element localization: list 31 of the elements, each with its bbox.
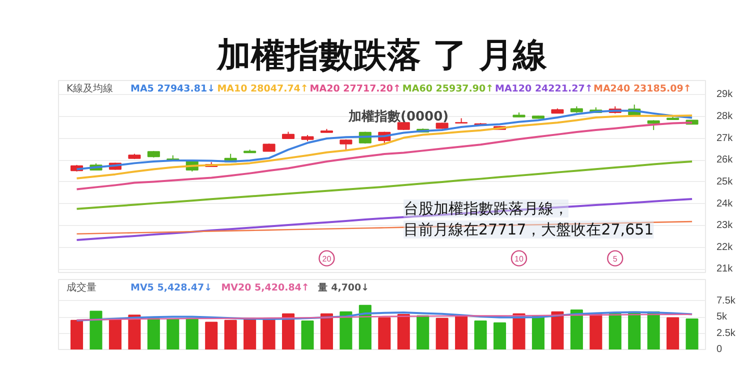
annotation: 台股加權指數跌落月線， bbox=[404, 200, 568, 218]
y-tick-label: 28k bbox=[716, 111, 734, 122]
text: 加權指數(0000) bbox=[348, 110, 449, 124]
y-tick-label: 0 bbox=[716, 344, 722, 355]
text: MA10 28047.74↑ bbox=[217, 84, 308, 94]
y-tick-label: 22k bbox=[716, 242, 734, 253]
text: MA20 27717.20↑ bbox=[310, 84, 401, 94]
text: MA120 24221.27↑ bbox=[495, 84, 593, 94]
annotation: 20 bbox=[322, 254, 332, 264]
y-tick-label: 21k bbox=[716, 264, 734, 275]
text: MA240 23185.09↑ bbox=[594, 84, 692, 94]
annotation: 目前月線在27717，大盤收在27,651 bbox=[404, 220, 654, 238]
y-tick-label: 27k bbox=[716, 132, 734, 144]
y-tick-label: 29k bbox=[716, 89, 734, 100]
chart-title: 成交量 bbox=[66, 282, 96, 294]
text: MV20 5,420.84↑ bbox=[221, 282, 310, 294]
y-tick-label: 25k bbox=[716, 176, 734, 188]
text: MV5 5,428.47↓ bbox=[130, 282, 212, 294]
annotation: 10 bbox=[514, 254, 524, 264]
text: MA60 25937.90↑ bbox=[402, 84, 494, 94]
y-tick-label: 23k bbox=[716, 220, 734, 232]
annotation: 5 bbox=[612, 254, 618, 264]
y-tick-label: 24k bbox=[716, 198, 734, 210]
series-label: 量 4,700↓ bbox=[316, 282, 370, 294]
legend-title: K線及均線 bbox=[66, 82, 114, 94]
y-tick-label: 7.5k bbox=[716, 295, 736, 306]
y-tick-label: 2.5k bbox=[716, 328, 736, 339]
y-tick-label: 5k bbox=[716, 312, 728, 323]
chart-title: 加權指數跌落 了 月線 bbox=[216, 36, 548, 76]
text: MA5 27943.81↓ bbox=[130, 84, 216, 94]
y-tick-label: 26k bbox=[716, 154, 734, 166]
